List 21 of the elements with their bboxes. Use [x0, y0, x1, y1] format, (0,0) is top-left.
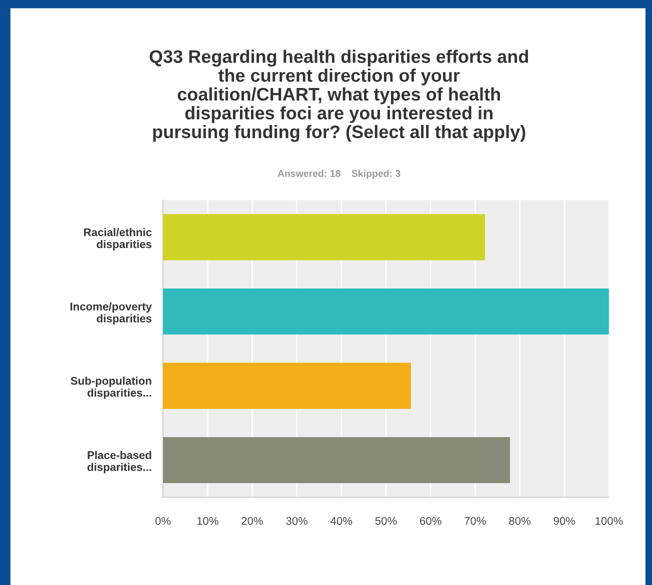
y-tick-label: Income/poverty disparities: [70, 302, 152, 325]
y-tick-label: Racial/ethnic disparities: [84, 228, 152, 250]
x-tick-label: 100%: [596, 516, 623, 525]
x-tick-label: 90%: [554, 516, 576, 525]
chart-title: Q33 Regarding health disparities efforts and the current direction of your coalition/CHART, what types of health disparities foci are you interested in pursuing funding for? (Select all that apply): [150, 50, 528, 142]
bar: [163, 437, 510, 484]
bar: [163, 362, 411, 409]
x-tick-label: 20%: [242, 516, 263, 525]
x-tick-label: 30%: [286, 516, 308, 525]
y-tick-label: Sub-population disparities...: [70, 376, 152, 399]
x-tick-label: 60%: [420, 516, 442, 525]
bar: [163, 214, 485, 260]
chart-subtitle: Answered: 18 Skipped: 3: [278, 170, 400, 179]
y-tick-label: Place-based disparities...: [88, 450, 152, 474]
x-tick-label: 40%: [330, 516, 352, 525]
x-tick-label: 80%: [509, 516, 530, 525]
x-tick-label: 0%: [155, 516, 171, 525]
x-tick-label: 10%: [197, 516, 218, 525]
x-tick-label: 70%: [464, 516, 486, 525]
x-tick-label: 50%: [375, 516, 397, 525]
bar: [163, 288, 609, 335]
